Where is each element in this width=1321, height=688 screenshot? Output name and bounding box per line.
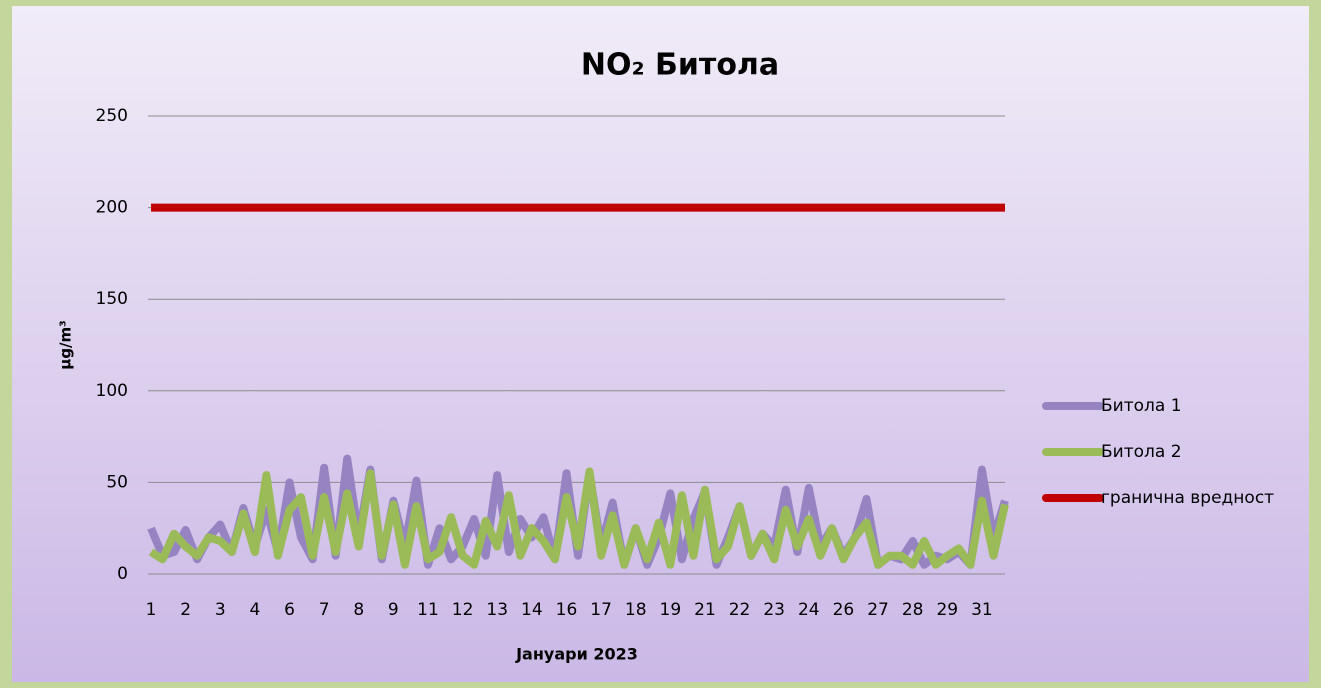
x-tick-label: 13: [486, 600, 508, 620]
y-axis-label: µg/m³: [57, 320, 75, 369]
x-tick-label: 28: [902, 600, 924, 620]
y-tick-label: 0: [117, 564, 128, 584]
y-tick-label: 150: [96, 289, 128, 309]
legend-label: гранична вредност: [1101, 488, 1274, 508]
x-tick-label: 23: [763, 600, 785, 620]
x-tick-label: 29: [936, 600, 958, 620]
x-tick-label: 14: [521, 600, 543, 620]
x-tick-label: 12: [452, 600, 474, 620]
x-tick-label: 11: [417, 600, 439, 620]
x-tick-label: 2: [180, 600, 191, 620]
background: [12, 6, 1309, 682]
x-tick-label: 24: [798, 600, 820, 620]
y-tick-label: 200: [96, 198, 128, 218]
x-tick-label: 26: [833, 600, 855, 620]
x-tick-label: 1: [146, 600, 157, 620]
legend-label: Битола 1: [1101, 396, 1182, 416]
x-tick-label: 8: [353, 600, 364, 620]
x-tick-label: 6: [284, 600, 295, 620]
x-tick-label: 3: [215, 600, 226, 620]
x-tick-label: 17: [590, 600, 612, 620]
y-tick-label: 250: [96, 106, 128, 126]
x-tick-label: 18: [625, 600, 647, 620]
x-tick-label: 16: [556, 600, 578, 620]
legend-label: Битола 2: [1101, 442, 1182, 462]
x-tick-label: 31: [971, 600, 993, 620]
x-tick-label: 27: [867, 600, 889, 620]
x-tick-label: 21: [694, 600, 716, 620]
chart-title: NO₂ Битола: [581, 48, 779, 83]
x-tick-label: 9: [388, 600, 399, 620]
x-tick-label: 22: [729, 600, 751, 620]
x-tick-label: 4: [249, 600, 260, 620]
series-line: [148, 467, 1009, 569]
y-tick-label: 50: [106, 472, 128, 492]
x-axis-label: Јануари 2023: [515, 645, 638, 664]
y-tick-label: 100: [96, 381, 128, 401]
x-tick-label: 19: [660, 600, 682, 620]
x-tick-label: 7: [319, 600, 330, 620]
